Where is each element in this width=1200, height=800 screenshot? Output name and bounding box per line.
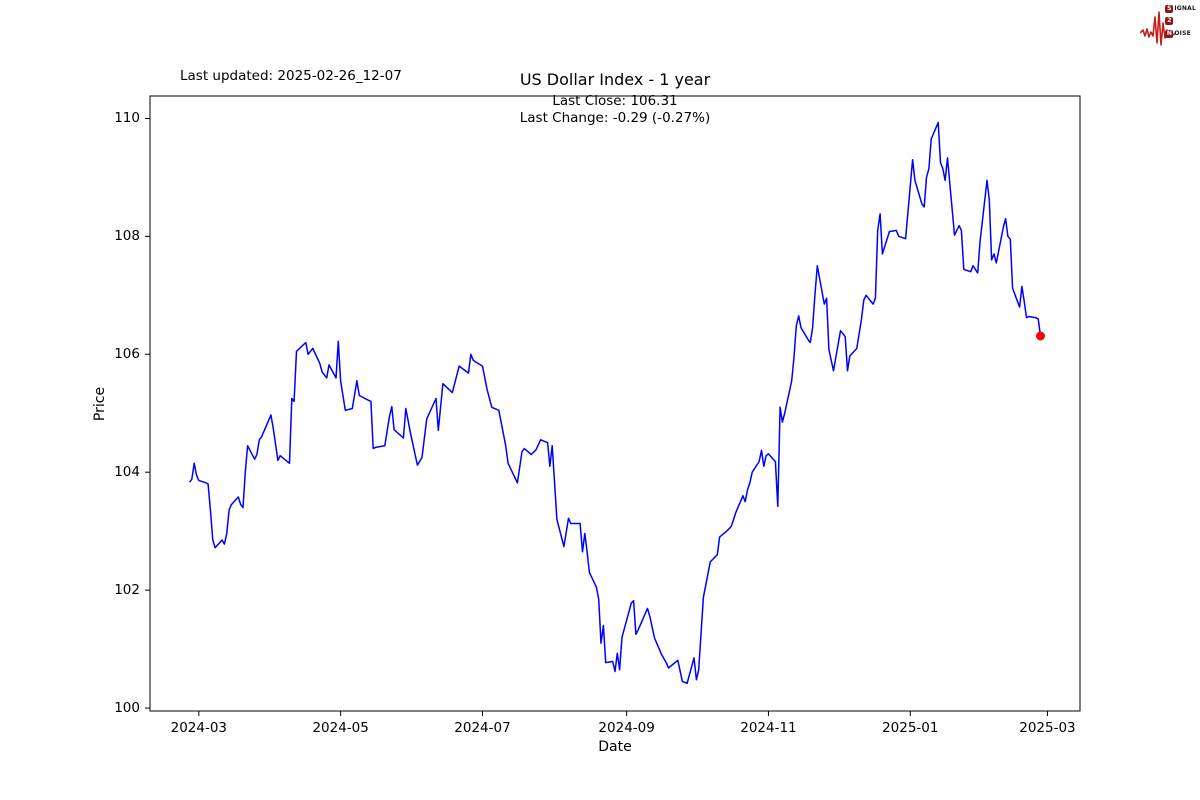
last-updated-text: Last updated: 2025-02-26_12-07 — [180, 68, 402, 84]
x-tick-label: 2025-01 — [882, 720, 939, 736]
logo-badge-n: N — [1165, 29, 1174, 38]
x-tick-label: 2024-07 — [454, 720, 511, 736]
signal2noise-logo: S IGNAL 2 N OISE — [1140, 3, 1196, 47]
logo-text: S IGNAL 2 N OISE — [1165, 4, 1196, 42]
x-tick-label: 2024-05 — [312, 720, 369, 736]
logo-signal-rest: IGNAL — [1174, 5, 1196, 12]
last-change-text: Last Change: -0.29 (-0.27%) — [519, 110, 711, 126]
chart-title: US Dollar Index - 1 year — [519, 70, 711, 89]
last-close-marker — [1036, 331, 1045, 341]
y-tick-label: 108 — [114, 227, 140, 244]
y-tick-label: 102 — [114, 581, 140, 598]
logo-badge-s: S — [1165, 4, 1174, 13]
x-axis-label: Date — [598, 739, 632, 755]
last-close-text: Last Close: 106.31 — [552, 93, 678, 109]
x-tick-label: 2024-11 — [740, 720, 797, 736]
axes-frame — [149, 95, 1081, 712]
price-line — [188, 121, 1042, 685]
x-tick-label: 2024-09 — [598, 720, 655, 736]
y-tick-label: 104 — [114, 463, 140, 480]
logo-noise-rest: OISE — [1174, 30, 1191, 37]
logo-row-signal: S IGNAL — [1165, 4, 1196, 13]
y-tick-label: 110 — [114, 109, 140, 126]
logo-row-noise: N OISE — [1165, 29, 1196, 38]
logo-row-2: 2 — [1165, 17, 1196, 26]
y-tick-label: 100 — [114, 699, 140, 716]
y-tick-label: 106 — [114, 345, 140, 362]
logo-badge-2: 2 — [1165, 17, 1174, 25]
x-tick-label: 2024-03 — [170, 720, 228, 736]
x-tick-label: 2025-03 — [1019, 720, 1076, 736]
